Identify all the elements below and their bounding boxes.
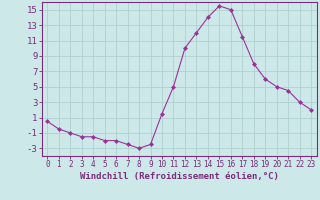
X-axis label: Windchill (Refroidissement éolien,°C): Windchill (Refroidissement éolien,°C)	[80, 172, 279, 181]
